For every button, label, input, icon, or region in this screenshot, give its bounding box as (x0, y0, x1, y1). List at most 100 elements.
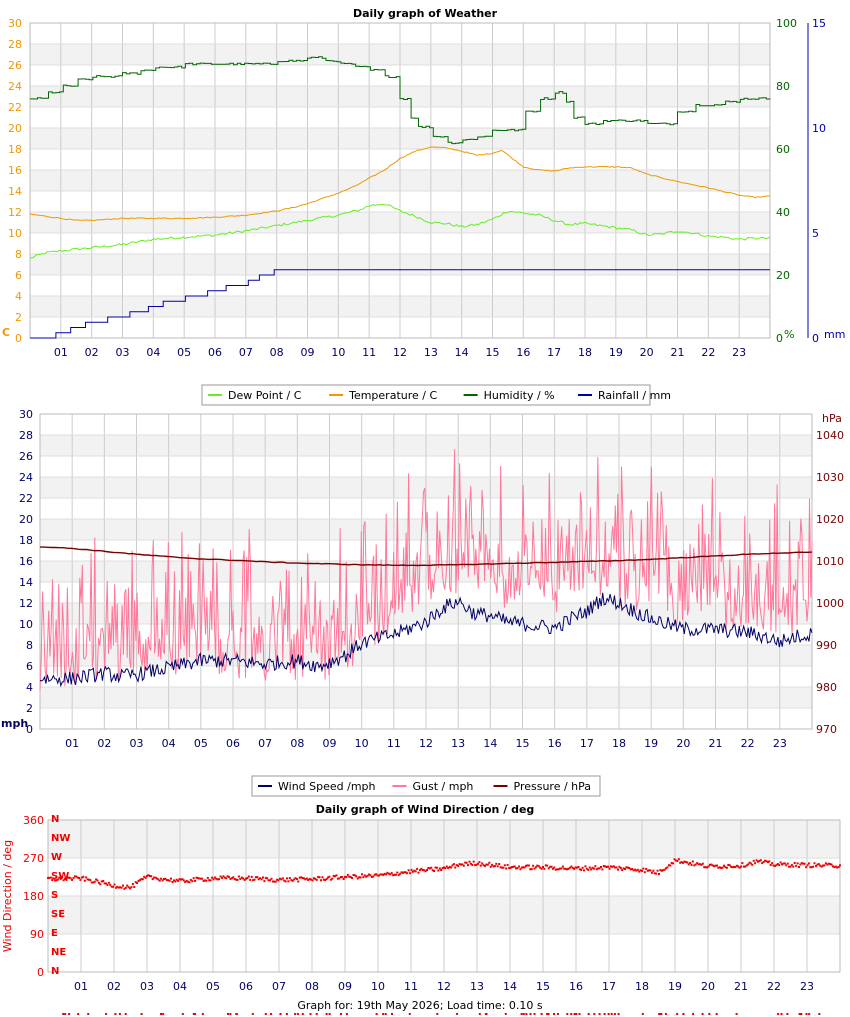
wind-direction-point (222, 875, 225, 878)
wind-direction-point (123, 887, 126, 890)
wind-direction-point (441, 867, 444, 869)
wind-direction-point (663, 868, 666, 871)
wind-direction-point (99, 883, 102, 886)
wind-direction-point (297, 880, 300, 883)
wind-direction-point (830, 863, 833, 866)
wind-direction-point (76, 876, 79, 879)
wind-direction-point (52, 877, 55, 880)
wind-direction-point (593, 1013, 596, 1015)
rainfall-line (30, 269, 770, 339)
wind-direction-point (488, 861, 491, 864)
wind-direction-point (779, 861, 782, 864)
wind-direction-point (737, 865, 740, 868)
temperature-axis-tick: 26 (8, 59, 22, 72)
wind-direction-point (55, 879, 58, 882)
temperature-axis-tick: 8 (15, 248, 22, 261)
wind-direction-point (508, 866, 511, 869)
wind-direction-point (587, 1013, 590, 1015)
wind-direction-point (113, 883, 116, 886)
wind-direction-point (158, 879, 161, 882)
wind-direction-point (560, 867, 563, 870)
wind-direction-point (509, 866, 512, 869)
weather-hour-label: 10 (331, 346, 345, 359)
wind-direction-point (95, 878, 98, 881)
wind-direction-point (88, 878, 90, 881)
wind-direction-point (79, 878, 82, 881)
wind-direction-point (433, 870, 436, 872)
wind-direction-point (226, 875, 229, 878)
wind-direction-point (676, 859, 679, 862)
humidity-axis-tick: 80 (776, 80, 790, 93)
wind-direction-point (448, 865, 451, 868)
wind-direction-point (744, 865, 747, 868)
wind-direction-point (718, 866, 721, 869)
wind-direction-point (235, 1013, 238, 1015)
wind-direction-point (683, 860, 686, 863)
wind-direction-point (301, 877, 304, 879)
wind-direction-point (444, 867, 447, 870)
wind-direction-point (78, 877, 81, 879)
wind-direction-point (278, 877, 281, 880)
wind-direction-point (676, 1013, 679, 1015)
direction-hour-label: 22 (767, 980, 781, 993)
wind-direction-point (670, 862, 673, 864)
wind-direction-point (385, 873, 387, 876)
wind-direction-point (436, 1013, 439, 1015)
wind-direction-point (392, 874, 395, 877)
pressure-axis-tick: 1030 (816, 471, 844, 484)
wind-direction-point (428, 867, 431, 870)
wind-axis-tick: 2 (26, 702, 33, 715)
wind-direction-point (122, 884, 124, 887)
wind-direction-point (745, 864, 748, 867)
weather-chart: Daily graph of Weather 01 02 03 04 05 06 07 08 0… (2, 7, 845, 359)
wind-direction-point (456, 1013, 459, 1015)
wind-direction-point (291, 879, 294, 882)
wind-direction-point (496, 865, 499, 868)
wind-direction-point (141, 878, 144, 881)
wind-legend: Wind Speed /mph Gust / mph Pressure / hPa (251, 775, 601, 797)
wind-direction-point (54, 879, 57, 882)
wind-direction-point (331, 877, 334, 880)
wind-direction-point (71, 878, 73, 881)
wind-direction-point (213, 876, 216, 879)
wind-direction-point (703, 866, 706, 869)
wind-direction-point (601, 868, 604, 871)
weather-legend-label: Humidity / % (484, 389, 555, 402)
wind-direction-point (680, 861, 683, 864)
wind-hour-label: 09 (323, 737, 337, 750)
wind-direction-point (97, 881, 100, 884)
wind-direction-point (440, 869, 443, 871)
wind-direction-point (409, 872, 412, 875)
wind-direction-point (375, 1013, 378, 1015)
wind-direction-point (561, 865, 564, 868)
wind-direction-point (118, 1013, 121, 1015)
wind-direction-point (542, 866, 544, 868)
wind-direction-point (711, 864, 714, 867)
wind-direction-point (658, 873, 660, 875)
wind-direction-point (679, 861, 682, 864)
wind-direction-point (757, 860, 759, 863)
wind-direction-point (526, 864, 529, 867)
wind-direction-point (257, 878, 260, 881)
wind-direction-point (529, 1013, 532, 1015)
wind-direction-point (420, 867, 423, 870)
wind-direction-point (720, 867, 723, 869)
direction-hour-label: 21 (734, 980, 748, 993)
direction-hour-label: 06 (239, 980, 253, 993)
wind-direction-point (697, 863, 700, 866)
wind-direction-point (192, 1013, 195, 1015)
wind-direction-point (92, 881, 95, 884)
temperature-axis-label: C (2, 326, 10, 339)
wind-direction-point (393, 873, 396, 876)
wind-legend-label: Pressure / hPa (514, 780, 592, 793)
wind-direction-point (457, 864, 460, 867)
wind-direction-point (320, 879, 322, 882)
wind-direction-point (485, 1013, 488, 1015)
wind-direction-point (738, 866, 741, 869)
wind-direction-point (208, 879, 211, 882)
weather-legend: Dew Point / C Temperature / C Humidity / %… (201, 384, 671, 406)
wind-direction-point (636, 868, 639, 871)
wind-direction-point (755, 859, 758, 862)
wind-direction-point (134, 881, 137, 884)
wind-direction-point (577, 866, 580, 868)
